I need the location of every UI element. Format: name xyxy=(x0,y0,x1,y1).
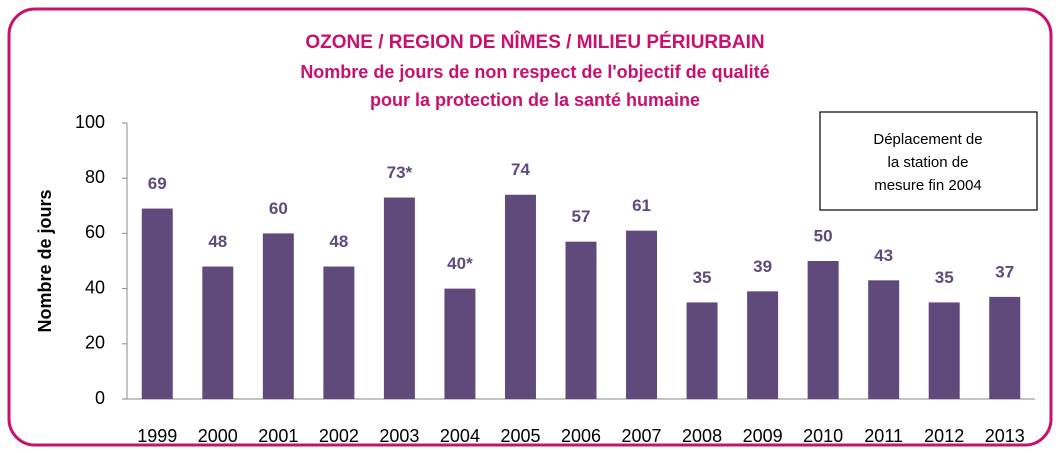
bar xyxy=(565,241,597,399)
y-tick-label: 80 xyxy=(85,167,105,187)
data-label: 50 xyxy=(814,226,833,245)
data-label: 40* xyxy=(447,254,473,273)
x-tick-label: 1999 xyxy=(137,426,177,446)
data-label: 35 xyxy=(935,268,954,287)
x-tick-label: 2011 xyxy=(864,426,903,446)
data-label: 48 xyxy=(208,232,227,251)
bar xyxy=(807,261,839,399)
y-tick-label: 100 xyxy=(75,112,105,132)
data-label: 73* xyxy=(387,163,413,182)
x-tick-label: 2002 xyxy=(319,426,359,446)
annotation: mesure fin 2004 xyxy=(874,177,982,194)
data-label: 57 xyxy=(572,207,591,226)
bar xyxy=(323,266,355,399)
x-tick-label: 2004 xyxy=(440,426,480,446)
y-tick-label: 40 xyxy=(85,277,105,297)
x-tick-label: 2010 xyxy=(803,426,843,446)
x-tick-label: 2003 xyxy=(379,426,419,446)
bar xyxy=(383,197,415,399)
x-tick-label: 2007 xyxy=(622,426,662,446)
x-tick-label: 2001 xyxy=(258,426,298,446)
bar xyxy=(262,233,294,399)
data-label: 69 xyxy=(148,174,167,193)
y-tick-label: 60 xyxy=(85,222,105,242)
bar xyxy=(202,266,234,399)
bar xyxy=(686,302,718,399)
bar xyxy=(747,291,779,399)
x-tick-label: 2012 xyxy=(924,426,964,446)
annotation: la station de xyxy=(888,154,969,171)
bar xyxy=(626,230,658,399)
data-label: 35 xyxy=(693,268,712,287)
annotation: Déplacement de xyxy=(873,131,982,148)
bar xyxy=(504,194,536,399)
bar xyxy=(868,280,900,399)
x-tick-label: 2013 xyxy=(985,426,1025,446)
bar xyxy=(444,288,476,399)
x-tick-label: 2006 xyxy=(561,426,601,446)
x-tick-label: 2005 xyxy=(500,426,540,446)
data-label: 37 xyxy=(995,262,1014,281)
chart-subtitle: Nombre de jours de non respect de l'obje… xyxy=(300,62,769,82)
data-label: 61 xyxy=(632,196,651,215)
data-label: 43 xyxy=(874,246,893,265)
y-axis-label: Nombre de jours xyxy=(35,189,55,332)
y-tick-label: 20 xyxy=(85,333,105,353)
x-tick-label: 2000 xyxy=(198,426,238,446)
bar xyxy=(928,302,960,399)
annotation-box xyxy=(819,111,1038,211)
chart-subtitle: pour la protection de la santé humaine xyxy=(370,90,700,110)
data-label: 60 xyxy=(269,199,288,218)
y-tick-label: 0 xyxy=(95,388,105,408)
chart-title: OZONE / REGION DE NÎMES / MILIEU PÉRIURB… xyxy=(305,31,764,53)
data-label: 48 xyxy=(329,232,348,251)
x-tick-label: 2009 xyxy=(743,426,783,446)
data-label: 74 xyxy=(511,160,530,179)
bar xyxy=(141,208,173,399)
x-tick-label: 2008 xyxy=(682,426,722,446)
data-label: 39 xyxy=(753,257,772,276)
bar xyxy=(989,296,1021,399)
